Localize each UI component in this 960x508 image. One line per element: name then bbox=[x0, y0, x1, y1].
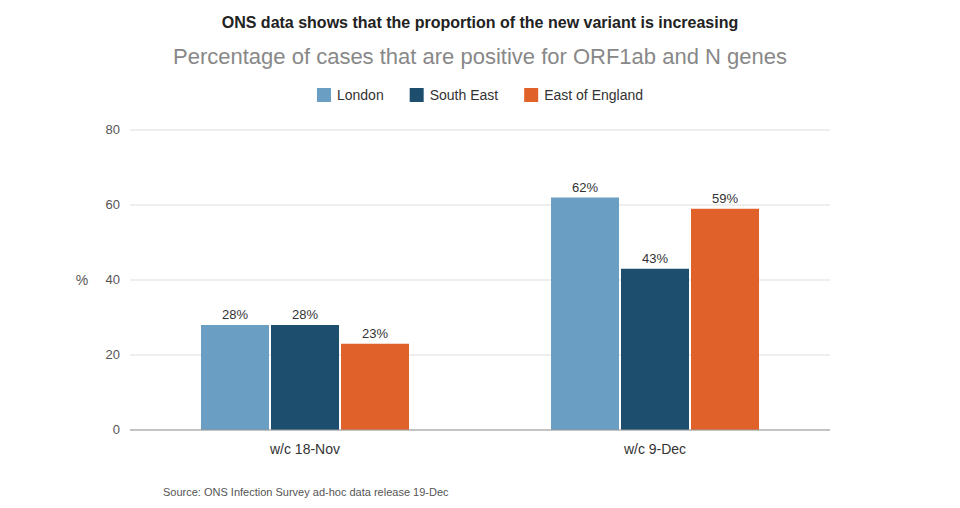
data-label: 28% bbox=[222, 307, 248, 322]
y-axis-label: % bbox=[76, 272, 88, 288]
x-tick-label: w/c 18-Nov bbox=[269, 441, 340, 457]
legend-label: East of England bbox=[544, 87, 643, 103]
bar bbox=[341, 344, 409, 430]
subtitle: Percentage of cases that are positive fo… bbox=[173, 44, 787, 69]
grid-line bbox=[130, 430, 830, 431]
x-axis-line bbox=[130, 430, 830, 431]
legend: London South East East of England bbox=[317, 87, 643, 103]
legend-label: London bbox=[337, 87, 384, 103]
legend-item: London bbox=[317, 87, 384, 103]
y-tick-label: 80 bbox=[106, 122, 120, 137]
bar bbox=[271, 325, 339, 430]
legend-label: South East bbox=[430, 87, 499, 103]
bar bbox=[621, 269, 689, 430]
chart: ONS data shows that the proportion of th… bbox=[0, 0, 960, 508]
bar bbox=[551, 198, 619, 431]
y-tick-label: 40 bbox=[106, 272, 120, 287]
legend-item: South East bbox=[410, 87, 499, 103]
y-tick-label: 20 bbox=[106, 347, 120, 362]
x-axis: w/c 18-Nov w/c 9-Dec bbox=[130, 430, 830, 457]
grid-line bbox=[130, 130, 830, 131]
chart-container: ONS data shows that the proportion of th… bbox=[0, 0, 960, 508]
legend-swatch bbox=[524, 88, 538, 102]
data-labels: 28% 62% 28% 43% 23% 59% bbox=[222, 180, 738, 341]
data-label: 43% bbox=[642, 251, 668, 266]
data-label: 62% bbox=[572, 180, 598, 195]
legend-swatch bbox=[410, 88, 424, 102]
y-axis: 0 20 40 60 80 bbox=[106, 122, 830, 437]
data-label: 23% bbox=[362, 326, 388, 341]
x-tick-label: w/c 9-Dec bbox=[623, 441, 686, 457]
legend-item: East of England bbox=[524, 87, 643, 103]
bar bbox=[691, 209, 759, 430]
bars bbox=[201, 198, 759, 431]
y-tick-label: 0 bbox=[113, 422, 120, 437]
data-label: 28% bbox=[292, 307, 318, 322]
y-tick-label: 60 bbox=[106, 197, 120, 212]
source: Source: ONS Infection Survey ad-hoc data… bbox=[163, 486, 449, 498]
title: ONS data shows that the proportion of th… bbox=[222, 14, 739, 31]
data-label: 59% bbox=[712, 191, 738, 206]
legend-swatch bbox=[317, 88, 331, 102]
bar bbox=[201, 325, 269, 430]
